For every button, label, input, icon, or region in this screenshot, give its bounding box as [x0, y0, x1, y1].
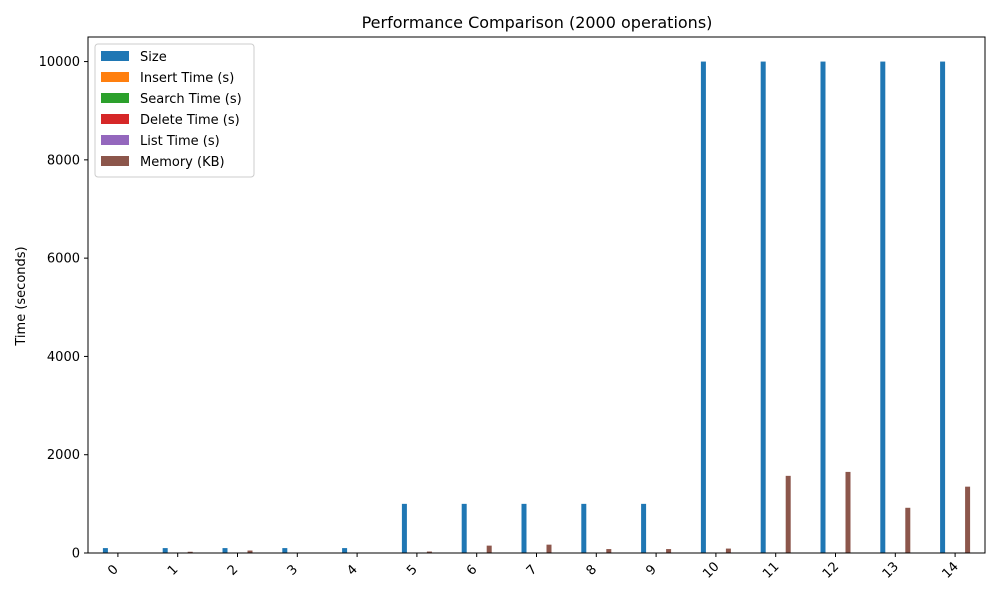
y-tick-label-8000: 8000	[47, 153, 80, 168]
x-tick-label-3: 3	[285, 562, 301, 578]
bar-size-4	[342, 548, 348, 553]
chart-title: Performance Comparison (2000 operations)	[362, 13, 713, 32]
x-tick-label-8: 8	[584, 562, 600, 578]
x-tick-label-1: 1	[165, 562, 181, 578]
legend: Size Insert Time (s) Search Time (s) Delete…	[94, 43, 255, 178]
x-tick-label-7: 7	[524, 562, 540, 578]
bar-memory-kb-12	[845, 471, 851, 553]
bars-layer	[102, 61, 971, 553]
y-tick-label-2000: 2000	[47, 448, 80, 463]
y-tick-label-0: 0	[72, 547, 80, 562]
bar-size-13	[880, 61, 886, 553]
bar-memory-kb-6	[486, 545, 492, 553]
bar-size-2	[222, 548, 228, 553]
bar-size-6	[461, 503, 467, 553]
bar-memory-kb-13	[905, 507, 911, 553]
x-tick-label-2: 2	[225, 562, 241, 578]
legend-label-memory-kb: Memory (KB)	[140, 155, 225, 170]
bar-size-9	[641, 503, 647, 553]
bar-size-7	[521, 503, 527, 553]
legend-swatch-delete-time-s	[101, 114, 129, 124]
x-tick-label-5: 5	[404, 562, 420, 578]
bar-size-0	[102, 548, 108, 553]
bar-size-10	[700, 61, 706, 553]
bar-size-5	[401, 503, 407, 553]
legend-swatch-list-time-s	[101, 135, 129, 145]
legend-swatch-memory-kb	[101, 156, 129, 166]
bar-size-14	[940, 61, 946, 553]
legend-swatch-insert-time-s	[101, 72, 129, 82]
legend-label-insert-time-s: Insert Time (s)	[140, 71, 234, 86]
y-axis-label: Time (seconds)	[14, 246, 29, 346]
x-tick-label-14: 14	[939, 559, 961, 581]
bar-memory-kb-10	[725, 548, 731, 553]
x-tick-label-12: 12	[820, 559, 842, 581]
y-tick-label-10000: 10000	[39, 55, 80, 70]
x-tick-label-10: 10	[700, 559, 722, 581]
x-tick-label-0: 0	[105, 562, 121, 578]
x-tick-label-9: 9	[643, 562, 659, 578]
bar-memory-kb-5	[426, 551, 432, 553]
x-tick-label-6: 6	[464, 562, 480, 578]
x-tick-label-4: 4	[344, 562, 360, 578]
bar-size-1	[162, 548, 168, 553]
bar-memory-kb-11	[785, 475, 791, 553]
bar-size-12	[820, 61, 826, 553]
legend-swatch-size	[101, 51, 129, 61]
y-tick-label-6000: 6000	[47, 252, 80, 267]
legend-box	[94, 43, 255, 178]
legend-label-list-time-s: List Time (s)	[140, 134, 220, 149]
bar-memory-kb-8	[606, 549, 612, 553]
x-tick-label-13: 13	[880, 559, 902, 581]
bar-memory-kb-9	[666, 549, 672, 553]
bar-memory-kb-1	[187, 551, 193, 553]
x-tick-label-11: 11	[760, 559, 782, 581]
bar-size-11	[760, 61, 766, 553]
bar-memory-kb-2	[247, 550, 253, 553]
bar-size-3	[282, 548, 288, 553]
legend-label-delete-time-s: Delete Time (s)	[140, 113, 240, 128]
bar-memory-kb-7	[546, 544, 552, 553]
legend-label-search-time-s: Search Time (s)	[140, 92, 242, 107]
bar-size-8	[581, 503, 587, 553]
y-tick-label-4000: 4000	[47, 350, 80, 365]
bar-memory-kb-14	[965, 486, 971, 553]
legend-swatch-search-time-s	[101, 93, 129, 103]
legend-label-size: Size	[140, 50, 167, 65]
